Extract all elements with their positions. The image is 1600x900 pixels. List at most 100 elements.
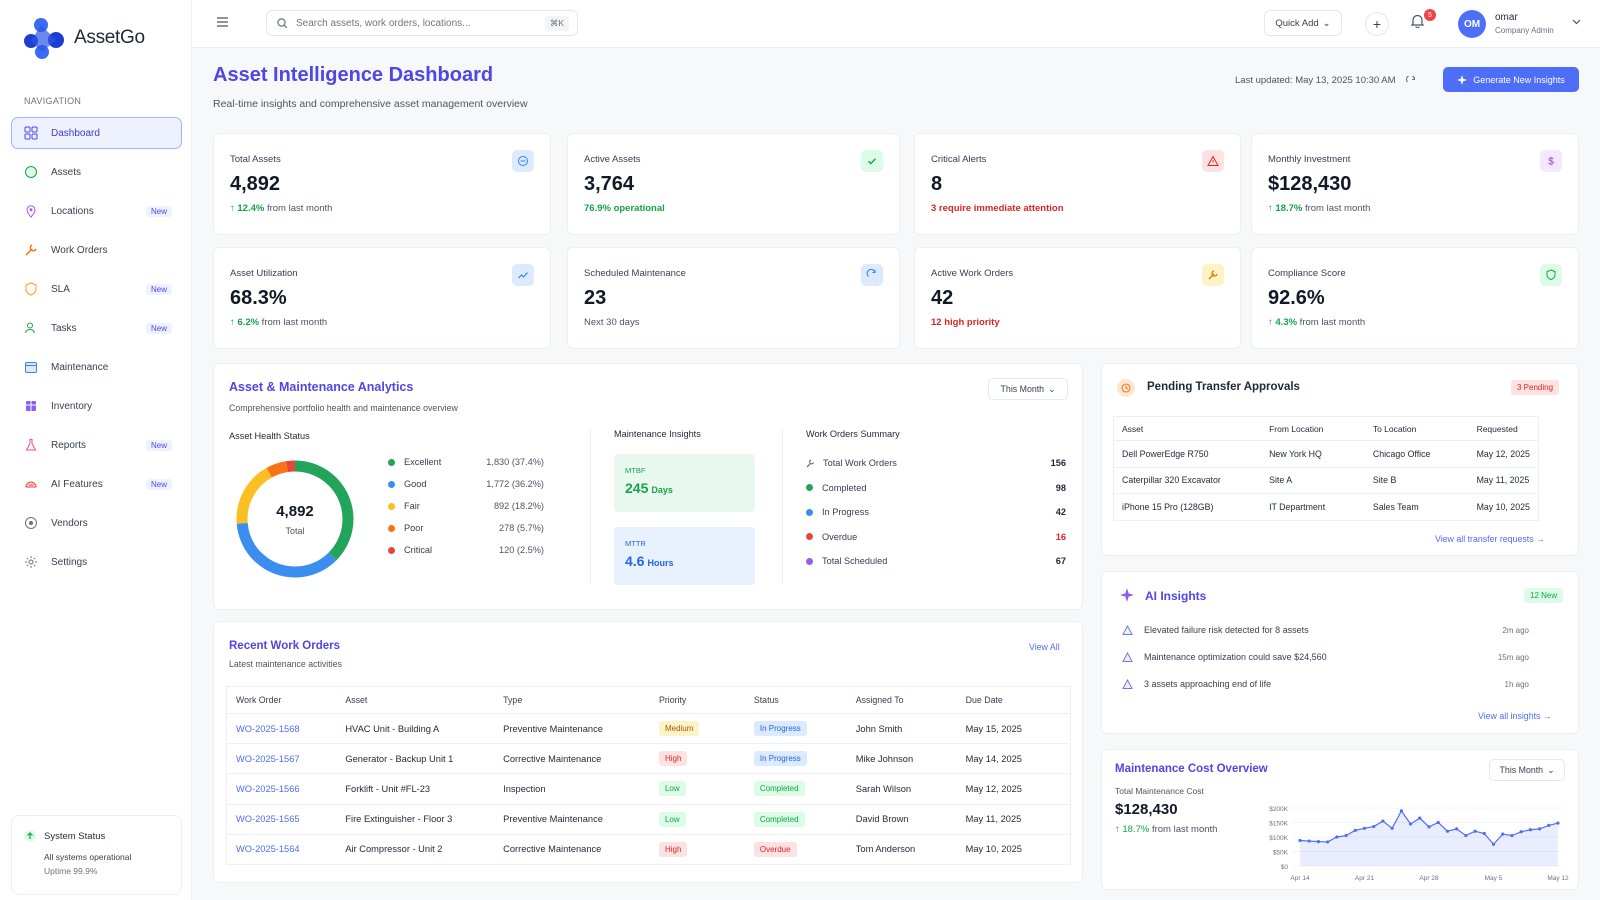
stat-subtext: Next 30 days: [584, 317, 639, 328]
quick-add-button[interactable]: Quick Add ⌄: [1264, 10, 1342, 36]
sidebar-item-maintenance[interactable]: Maintenance: [11, 351, 182, 383]
data-point: [1464, 833, 1468, 838]
table-row[interactable]: WO-2025-1567 Generator - Backup Unit 1 Cor…: [226, 743, 1071, 775]
search-input[interactable]: [296, 17, 536, 29]
view-transfers-link[interactable]: View all transfer requests →: [1435, 534, 1545, 544]
data-point: [1316, 840, 1321, 844]
table-row[interactable]: WO-2025-1565 Fire Extinguisher - Floor 3 P…: [226, 804, 1071, 835]
logo[interactable]: AssetGo: [22, 16, 145, 60]
data-point: [1537, 827, 1542, 831]
data-point: [1372, 824, 1376, 829]
user-menu-chevron-icon[interactable]: [1572, 16, 1581, 28]
sidebar-item-label: Settings: [51, 556, 88, 568]
sidebar-item-settings[interactable]: Settings: [11, 546, 182, 578]
view-all-link[interactable]: View All: [1029, 642, 1060, 652]
ai-insight-text: Maintenance optimization could save $24,…: [1144, 652, 1327, 662]
sidebar-item-work-orders[interactable]: Work Orders: [11, 234, 182, 266]
app-name: AssetGo: [74, 27, 145, 48]
generate-insights-button[interactable]: Generate New Insights: [1443, 67, 1579, 92]
work-orders-summary-title: Work Orders Summary: [806, 429, 900, 439]
refresh-icon[interactable]: [1405, 75, 1416, 86]
asset-name: Generator - Backup Unit 1: [345, 753, 454, 764]
legend-label: Critical: [404, 545, 433, 555]
stat-note: 12 high priority: [931, 317, 1000, 328]
ai-insight-item[interactable]: Elevated failure risk detected for 8 ass…: [1113, 619, 1539, 641]
stat-delta: 12.4%: [237, 203, 265, 214]
due-date: May 14, 2025: [965, 753, 1022, 764]
stat-delta-tail: from last month: [1297, 317, 1366, 328]
cost-period-dropdown[interactable]: This Month ⌄: [1489, 759, 1565, 781]
stat-delta-tail: from last month: [1302, 203, 1371, 214]
clock-icon: [1117, 379, 1135, 397]
work-order-link[interactable]: WO-2025-1568: [236, 723, 300, 734]
ai-insight-time: 1h ago: [1504, 679, 1529, 689]
system-status-text: All systems operational: [44, 852, 132, 862]
work-orders-table: Work Order Asset Type Priority Status Assigne…: [226, 686, 1071, 865]
cost-delta-tail: from last month: [1149, 824, 1218, 835]
legend-dot: [388, 546, 395, 554]
alert-triangle-icon: [1122, 624, 1136, 636]
stat-delta-tail: from last month: [259, 317, 328, 328]
table-row[interactable]: iPhone 15 Pro (128GB) IT Department Sales …: [1113, 493, 1539, 521]
donut-slice-critical: [236, 460, 354, 578]
legend-value: 120 (2.5%): [499, 545, 544, 555]
work-order-link[interactable]: WO-2025-1565: [236, 814, 300, 825]
priority-badge: High: [658, 841, 688, 857]
work-order-link[interactable]: WO-2025-1564: [236, 844, 300, 855]
search-box[interactable]: ⌘K: [266, 10, 578, 36]
priority-badge: High: [658, 751, 688, 767]
legend-item-critical: Critical 120 (2.5%): [388, 539, 544, 561]
ai-insight-item[interactable]: Maintenance optimization could save $24,…: [1113, 646, 1539, 668]
sidebar-item-tasks[interactable]: Tasks New: [11, 312, 182, 344]
view-insights-link[interactable]: View all insights →: [1478, 711, 1552, 721]
legend-value: 892 (18.2%): [493, 501, 544, 511]
plus-icon: +: [1372, 16, 1382, 32]
sidebar-item-locations[interactable]: Locations New: [11, 195, 182, 227]
dashboard-icon: [24, 126, 38, 140]
add-button[interactable]: +: [1365, 12, 1389, 36]
sidebar-item-vendors[interactable]: Vendors: [11, 507, 182, 539]
sidebar-item-ai-features[interactable]: AI Features New: [11, 468, 182, 500]
table-row[interactable]: Dell PowerEdge R750 New York HQ Chicago Of…: [1113, 440, 1539, 468]
table-row[interactable]: Caterpillar 320 Excavator Site A Site B May…: [1113, 467, 1539, 494]
legend-dot: [388, 458, 395, 466]
menu-toggle-button[interactable]: [216, 16, 229, 31]
table-row[interactable]: WO-2025-1564 Air Compressor - Unit 2 Corre…: [226, 834, 1071, 865]
sidebar-item-sla[interactable]: SLA New: [11, 273, 182, 305]
legend-dot: [388, 524, 395, 532]
mtbf-card: MTBF 245 Days: [614, 454, 755, 512]
avatar[interactable]: OM: [1458, 10, 1486, 38]
sidebar-item-reports[interactable]: Reports New: [11, 429, 182, 461]
column-header: Asset: [1113, 416, 1262, 441]
sidebar-item-assets[interactable]: Assets: [11, 156, 182, 188]
table-row[interactable]: WO-2025-1566 Forklift - Unit #FL-23 Inspec…: [226, 773, 1071, 805]
ai-insight-item[interactable]: 3 assets approaching end of life 1h ago: [1113, 673, 1539, 695]
legend-value: 1,830 (37.4%): [486, 457, 544, 467]
notifications-button[interactable]: [1410, 14, 1425, 31]
analytics-period-dropdown[interactable]: This Month ⌄: [988, 378, 1068, 400]
table-row[interactable]: WO-2025-1568 HVAC Unit - Building A Preven…: [226, 713, 1071, 745]
sidebar-item-dashboard[interactable]: Dashboard: [11, 117, 182, 149]
stat-label: Total Assets: [230, 154, 281, 165]
legend-value: 278 (5.7%): [499, 523, 544, 533]
data-point: [1390, 826, 1394, 830]
legend-item-poor: Poor 278 (5.7%): [388, 517, 544, 539]
arrow-up-icon: ↑: [1268, 203, 1276, 214]
legend-item-good: Good 1,772 (36.2%): [388, 473, 544, 495]
mttr-card: MTTR 4.6 Hours: [614, 527, 755, 585]
column-header: Assigned To: [846, 686, 957, 714]
box-icon: [24, 165, 38, 179]
data-point: [1408, 822, 1413, 826]
mttr-label: MTTR: [625, 539, 646, 548]
status-dot: [806, 533, 813, 541]
work-order-link[interactable]: WO-2025-1567: [236, 753, 300, 764]
column-header: To Location: [1364, 416, 1469, 441]
stat-card-active-assets: Active Assets 3,764 76.9% operational: [567, 133, 900, 235]
summary-row-completed: Completed 98: [806, 476, 1066, 501]
donut-slice-fair: [236, 460, 354, 578]
work-order-link[interactable]: WO-2025-1566: [236, 783, 300, 794]
sidebar-item-inventory[interactable]: Inventory: [11, 390, 182, 422]
column-header: Asset: [336, 686, 495, 714]
trend-up-icon: [512, 264, 534, 286]
summary-value: 16: [1055, 531, 1066, 542]
